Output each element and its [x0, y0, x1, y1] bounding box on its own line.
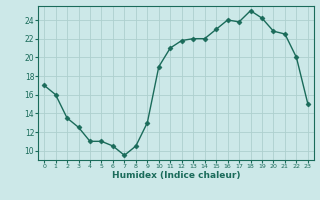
X-axis label: Humidex (Indice chaleur): Humidex (Indice chaleur): [112, 171, 240, 180]
